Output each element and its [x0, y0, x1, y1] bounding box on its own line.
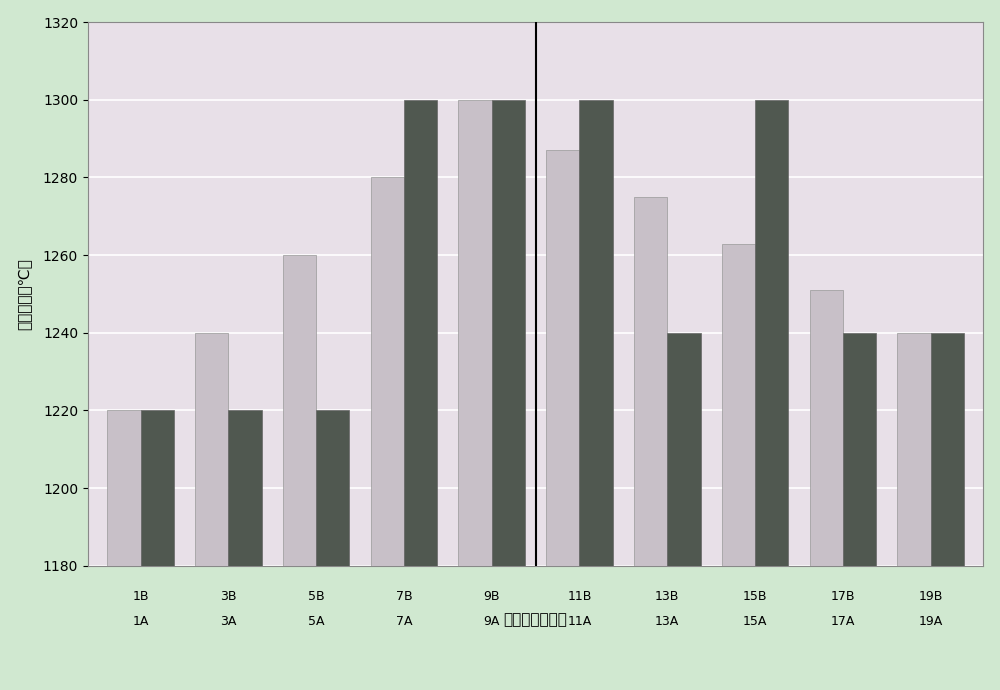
Bar: [228, 411, 262, 566]
Text: 13B: 13B: [655, 590, 679, 603]
Text: 5B: 5B: [308, 590, 324, 603]
Bar: [107, 411, 141, 566]
Text: 7A: 7A: [396, 615, 412, 628]
Bar: [667, 333, 701, 566]
Text: 19A: 19A: [919, 615, 943, 628]
Text: 9B: 9B: [483, 590, 500, 603]
Bar: [897, 333, 931, 566]
Bar: [634, 197, 667, 566]
Bar: [141, 411, 174, 566]
Text: 9A: 9A: [484, 615, 500, 628]
Text: 17A: 17A: [831, 615, 855, 628]
Text: 3B: 3B: [220, 590, 237, 603]
Text: 13A: 13A: [655, 615, 679, 628]
Bar: [458, 100, 492, 566]
Y-axis label: 设定温度（℃）: 设定温度（℃）: [17, 258, 32, 330]
Bar: [931, 333, 964, 566]
Text: 15B: 15B: [743, 590, 767, 603]
Text: 1A: 1A: [132, 615, 149, 628]
Bar: [755, 100, 788, 566]
Bar: [195, 333, 228, 566]
Text: 17B: 17B: [831, 590, 855, 603]
Bar: [579, 100, 613, 566]
Text: 3A: 3A: [220, 615, 237, 628]
Bar: [492, 100, 525, 566]
Text: 15A: 15A: [743, 615, 767, 628]
Bar: [404, 100, 437, 566]
X-axis label: 上部段烧嘴编号: 上部段烧嘴编号: [504, 612, 568, 627]
Bar: [316, 411, 349, 566]
Text: 1B: 1B: [132, 590, 149, 603]
Bar: [843, 333, 876, 566]
Bar: [371, 177, 404, 566]
Bar: [810, 290, 843, 566]
Text: 11A: 11A: [567, 615, 592, 628]
Bar: [722, 244, 755, 566]
Text: 19B: 19B: [918, 590, 943, 603]
Bar: [546, 150, 579, 566]
Text: 5A: 5A: [308, 615, 324, 628]
Text: 11B: 11B: [567, 590, 592, 603]
Bar: [283, 255, 316, 566]
Text: 7B: 7B: [396, 590, 412, 603]
